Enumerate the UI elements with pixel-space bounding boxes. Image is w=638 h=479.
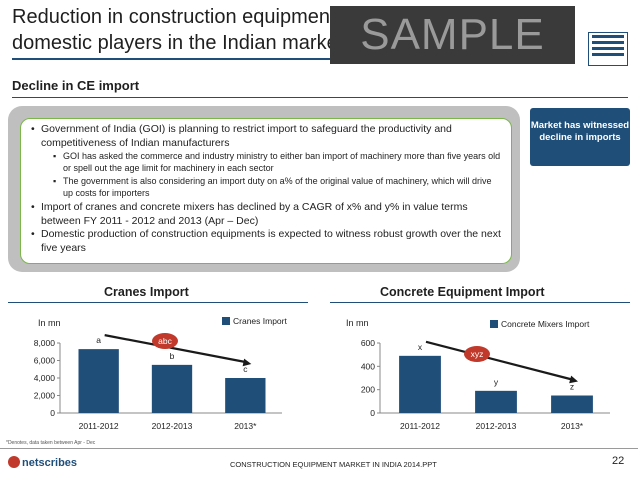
legend-swatch — [222, 317, 230, 325]
x-tick-label: 2013* — [561, 421, 584, 431]
bullet-3: Domestic production of construction equi… — [31, 228, 503, 255]
footer-text: CONSTRUCTION EQUIPMENT MARKET IN INDIA 2… — [230, 460, 437, 469]
annotation-label: abc — [158, 336, 172, 346]
bullet-2: Import of cranes and concrete mixers has… — [31, 201, 503, 228]
legend-label: Cranes Import — [233, 316, 287, 326]
concrete-import-chart: In mn Concrete Mixers Import 0 200 400 600 x 20… — [346, 318, 610, 431]
annotation-label: xyz — [471, 349, 484, 359]
chart-1-rule — [8, 302, 308, 303]
x-tick-label: 2013* — [234, 421, 257, 431]
brand-icon — [8, 456, 20, 468]
bar — [151, 364, 193, 413]
bullet-panel: Government of India (GOI) is planning to… — [20, 118, 512, 264]
chart-2-title: Concrete Equipment Import — [380, 285, 545, 299]
title-rule — [12, 58, 330, 60]
annotation-badge — [152, 333, 178, 349]
data-label: c — [243, 364, 248, 374]
cranes-import-chart: In mn Cranes Import 0 2,000 4,000 6,000 8,000 a… — [34, 316, 288, 431]
chart-2-rule — [330, 302, 630, 303]
annotation-badge — [464, 346, 490, 362]
footer-rule — [0, 448, 638, 449]
y-tick-label: 200 — [361, 385, 375, 395]
y-tick-label: 4,000 — [34, 373, 56, 383]
page-number: 22 — [612, 455, 625, 467]
chart-1-title: Cranes Import — [104, 285, 189, 299]
bullet-1: Government of India (GOI) is planning to… — [31, 123, 503, 150]
sub-bullet-1: GOI has asked the commerce and industry … — [31, 151, 503, 174]
y-unit-label: In mn — [38, 318, 61, 328]
y-tick-label: 8,000 — [34, 338, 56, 348]
callout-box: Market has witnessed decline in imports — [530, 108, 630, 166]
legend-label: Concrete Mixers Import — [501, 319, 590, 329]
x-tick-label: 2011-2012 — [400, 421, 440, 431]
sample-watermark: SAMPLE — [330, 6, 575, 64]
trend-arrow-line — [425, 340, 573, 381]
subheading-rule — [12, 97, 628, 98]
bar — [475, 390, 517, 413]
legend-swatch — [490, 320, 498, 328]
bar — [399, 355, 441, 413]
data-label: a — [96, 335, 101, 345]
x-tick-label: 2011-2012 — [79, 421, 119, 431]
y-tick-label: 2,000 — [34, 391, 56, 401]
brand-logo: netscribes — [8, 456, 77, 469]
brand-name: netscribes — [22, 457, 78, 469]
y-tick-label: 0 — [50, 408, 55, 418]
data-label: y — [494, 377, 499, 387]
x-tick-label: 2012-2013 — [476, 421, 517, 431]
x-tick-label: 2012-2013 — [152, 421, 193, 431]
y-unit-label: In mn — [346, 318, 369, 328]
data-label: b — [170, 351, 175, 361]
data-label: z — [570, 382, 574, 392]
bar — [551, 395, 593, 413]
trend-arrow-line — [104, 334, 246, 364]
y-tick-label: 6,000 — [34, 356, 56, 366]
trend-arrow-head — [242, 358, 252, 367]
footnote: *Denotes, data taken between Apr - Dec — [6, 440, 96, 446]
y-tick-label: 0 — [370, 408, 375, 418]
bar — [78, 349, 119, 413]
bar — [225, 378, 266, 413]
data-label: x — [418, 342, 423, 352]
sub-bullet-2: The government is also considering an im… — [31, 176, 503, 199]
trend-arrow-head — [569, 375, 578, 384]
section-subheading: Decline in CE import — [12, 78, 140, 93]
y-tick-label: 600 — [361, 338, 375, 348]
lines-logo-icon — [588, 32, 628, 66]
y-tick-label: 400 — [361, 361, 375, 371]
